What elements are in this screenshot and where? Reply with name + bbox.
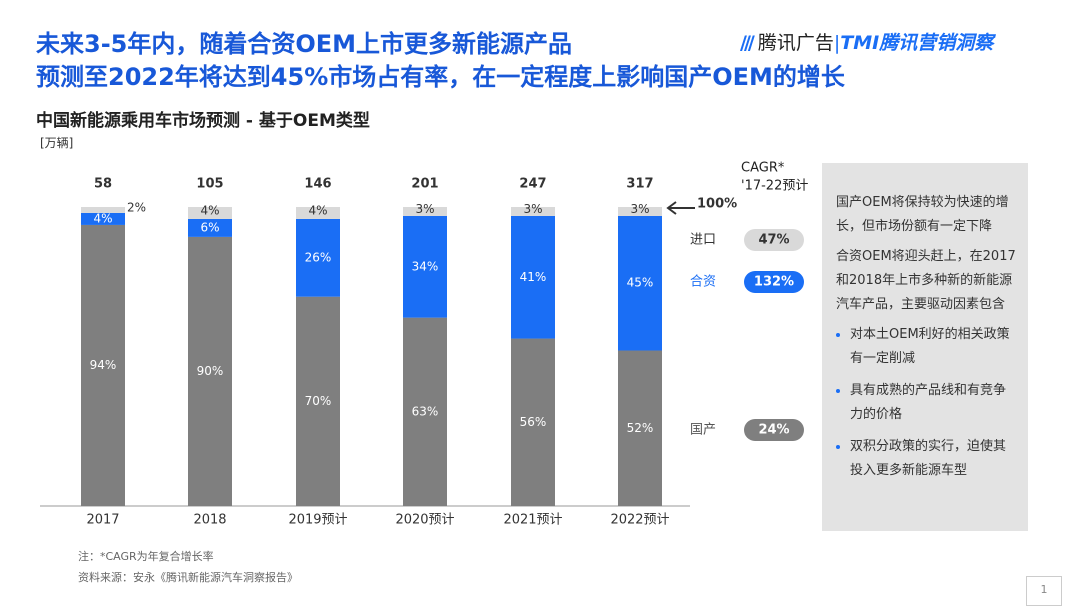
data-label: 3%: [415, 202, 434, 216]
bar-segment: [188, 207, 232, 219]
bar-segment: [618, 215, 662, 351]
top-label: 100%: [697, 197, 737, 212]
panel-bullet: 具有成熟的产品线和有竞争力的价格: [850, 379, 1018, 427]
arrow: [666, 201, 695, 215]
data-label: 45%: [627, 276, 654, 290]
data-label: 63%: [412, 404, 439, 418]
panel-text: 合资OEM将迎头赶上，在2017和2018年上市多种新的新能源汽车产品，主要驱动…: [836, 249, 1016, 312]
data-label: 70%: [305, 394, 332, 408]
cagr-pill: [744, 229, 804, 251]
chart-title: 中国新能源乘用车市场预测 - 基于OEM类型: [36, 111, 370, 131]
bar-segment: [403, 207, 447, 216]
cagr-row-label: 合资: [690, 275, 716, 290]
cagr-title: CAGR*: [741, 161, 785, 176]
title-line: 预测至2022年将达到45%市场占有率，在一定程度上影响国产OEM的增长: [36, 63, 845, 91]
logo-text: 腾讯广告: [757, 32, 834, 54]
data-label: 4%: [93, 211, 112, 225]
bar-segment: [81, 207, 125, 213]
cagr-pill: [744, 271, 804, 293]
panel-bullet: 对本土OEM利好的相关政策有一定削减: [850, 323, 1018, 371]
total-label: 58: [94, 177, 112, 192]
x-tick-label: 2017: [86, 513, 119, 528]
slide-title: 未来3-5年内，随着合资OEM上市更多新能源产品 预测至2022年将达到45%市…: [36, 28, 845, 94]
total-label: 317: [626, 177, 653, 192]
data-label: 6%: [200, 220, 219, 234]
data-label: 52%: [627, 421, 654, 435]
cagr-row-label: 国产: [690, 423, 716, 438]
chart: 100% 2017 58 94% 4% 2% 2018 105 90% 6% 4% 2019预计 146…: [40, 161, 808, 528]
cagr-period: '17-22预计: [741, 179, 808, 194]
total-label: 146: [304, 177, 331, 192]
logo: /// 腾讯广告|TMI腾讯营销洞察: [740, 32, 994, 54]
bar-segment: [296, 296, 340, 506]
total-label: 247: [519, 177, 546, 192]
data-label: 34%: [412, 259, 439, 273]
cagr-value: 47%: [758, 233, 789, 248]
total-label: 201: [411, 177, 438, 192]
x-tick-label: 2018: [193, 513, 226, 528]
data-label: 3%: [523, 202, 542, 216]
bar-segment: [511, 207, 555, 216]
data-label: 41%: [520, 270, 547, 284]
footnote: 注：*CAGR为年复合增长率: [78, 550, 214, 563]
bar-segment: [511, 338, 555, 506]
data-label: 4%: [308, 203, 327, 217]
bar-segment: [618, 207, 662, 216]
title-line: 未来3-5年内，随着合资OEM上市更多新能源产品: [36, 30, 573, 58]
page-number: 1: [1026, 576, 1062, 606]
bar-segment: [81, 212, 125, 225]
unit-label: [万辆]: [40, 136, 74, 150]
bar-segment: [403, 317, 447, 506]
side-panel: 国产OEM将保持较为快速的增长，但市场份额有一定下降 合资OEM将迎头赶上，在2…: [822, 163, 1028, 531]
bar-segment: [618, 350, 662, 506]
x-tick-label: 2020预计: [395, 513, 454, 528]
cagr-value: 132%: [754, 275, 794, 290]
x-tick-label: 2022预计: [610, 513, 669, 528]
data-label: 26%: [305, 250, 332, 264]
bar-segment: [296, 218, 340, 297]
bar-segment: [188, 236, 232, 506]
x-tick-label: 2021预计: [503, 513, 562, 528]
data-label: 56%: [520, 415, 547, 429]
panel-bullet: 双积分政策的实行，迫使其投入更多新能源车型: [850, 435, 1018, 483]
data-label: 94%: [90, 358, 117, 372]
total-label: 105: [196, 177, 223, 192]
bar-segment: [188, 218, 232, 237]
logo-sub: TMI腾讯营销洞察: [840, 32, 994, 54]
bar-segment: [81, 224, 125, 506]
data-label: 4%: [200, 203, 219, 217]
cagr-pill: [744, 419, 804, 441]
data-label: 90%: [197, 364, 224, 378]
cagr-value: 24%: [758, 423, 789, 438]
bar-segment: [296, 207, 340, 219]
panel-text: 国产OEM将保持较为快速的增长，但市场份额有一定下降: [836, 195, 1009, 234]
bar-segment: [403, 215, 447, 318]
source: 资料来源：安永《腾讯新能源汽车洞察报告》: [78, 571, 298, 584]
bar-segment: [511, 215, 555, 339]
data-label: 2%: [127, 200, 146, 214]
cagr-row-label: 进口: [690, 233, 716, 248]
data-label: 3%: [630, 202, 649, 216]
panel-list: 对本土OEM利好的相关政策有一定削减 具有成熟的产品线和有竞争力的价格 双积分政…: [836, 323, 1018, 483]
x-tick-label: 2019预计: [288, 513, 347, 528]
